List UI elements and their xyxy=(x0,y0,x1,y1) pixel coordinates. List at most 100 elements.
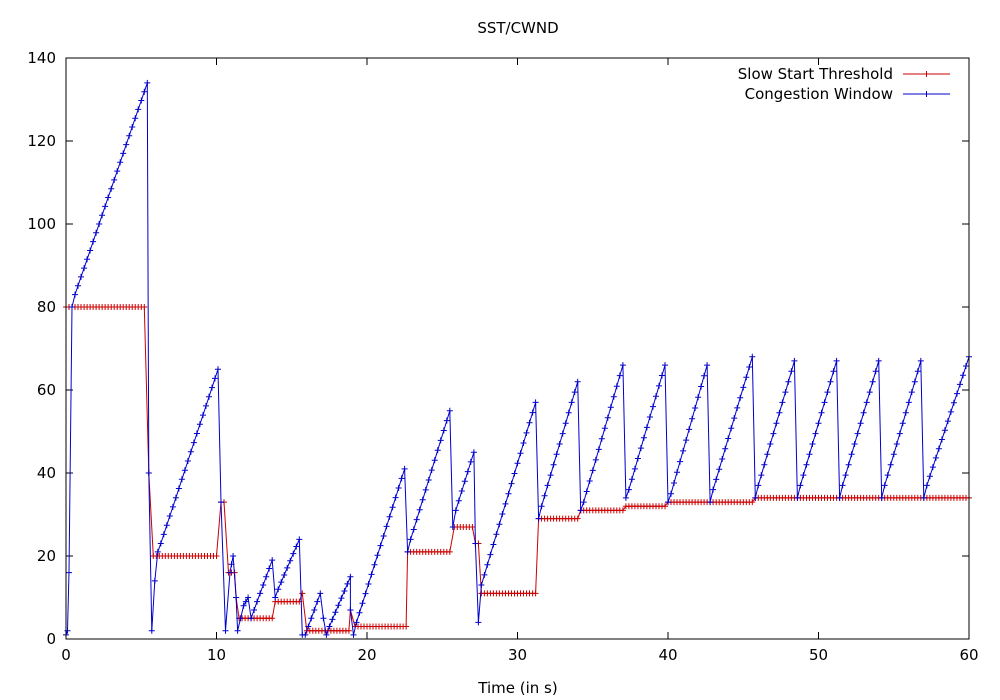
data-point xyxy=(821,399,828,406)
data-point xyxy=(120,150,127,157)
data-point xyxy=(776,409,783,416)
data-point xyxy=(583,488,590,495)
data-point xyxy=(589,467,596,474)
data-point xyxy=(431,457,438,464)
data-point xyxy=(386,513,393,520)
series-layer xyxy=(63,79,972,638)
data-point xyxy=(806,451,813,458)
data-point xyxy=(947,408,954,415)
data-point xyxy=(257,590,264,597)
data-point xyxy=(266,565,273,572)
data-point xyxy=(656,382,662,389)
data-point xyxy=(478,582,485,588)
data-point xyxy=(484,561,491,568)
data-point xyxy=(299,590,306,597)
data-point xyxy=(145,470,152,476)
data-point xyxy=(403,623,410,630)
data-point xyxy=(689,415,696,422)
y-tick-label: 40 xyxy=(37,464,56,482)
data-point xyxy=(631,465,638,472)
data-point xyxy=(317,590,324,597)
data-point xyxy=(144,79,151,86)
data-point xyxy=(734,404,741,411)
data-point xyxy=(842,472,849,479)
data-point xyxy=(535,515,542,522)
x-tick-label: 60 xyxy=(959,646,978,664)
data-point xyxy=(215,366,221,373)
data-point xyxy=(824,389,831,396)
data-point xyxy=(157,540,164,547)
data-point xyxy=(227,569,233,576)
data-point xyxy=(169,503,176,510)
data-point xyxy=(493,531,500,538)
data-point xyxy=(200,412,206,419)
data-point xyxy=(196,421,203,428)
data-point xyxy=(659,372,665,379)
data-point xyxy=(526,419,533,426)
data-point xyxy=(743,374,750,381)
data-point xyxy=(911,378,918,385)
data-point xyxy=(213,553,220,559)
data-point xyxy=(938,436,945,443)
data-point xyxy=(181,467,188,474)
data-point xyxy=(452,507,459,514)
data-point xyxy=(815,420,822,427)
data-point xyxy=(640,434,647,441)
data-point xyxy=(963,363,969,369)
data-point xyxy=(377,542,384,549)
data-point xyxy=(345,627,352,634)
data-point xyxy=(671,480,677,486)
data-point xyxy=(854,430,861,437)
data-point xyxy=(443,417,450,424)
data-point xyxy=(520,440,527,446)
data-point xyxy=(359,600,366,607)
data-point xyxy=(698,383,705,390)
data-point xyxy=(380,533,387,539)
data-point xyxy=(508,480,515,487)
data-point xyxy=(407,536,414,543)
data-point xyxy=(556,441,563,447)
data-point xyxy=(683,437,690,444)
data-point xyxy=(710,486,717,493)
data-point xyxy=(532,399,539,406)
data-point xyxy=(586,478,593,484)
data-point xyxy=(890,451,897,458)
data-point xyxy=(662,362,668,369)
data-point xyxy=(607,404,614,411)
data-point xyxy=(481,571,488,578)
data-point xyxy=(440,427,447,434)
data-point xyxy=(425,477,432,483)
y-tick-label: 120 xyxy=(27,132,56,150)
data-point xyxy=(954,390,960,397)
data-point xyxy=(905,399,912,406)
data-point xyxy=(275,586,282,593)
data-point xyxy=(401,465,408,472)
data-point xyxy=(290,550,297,557)
data-point xyxy=(141,88,148,95)
data-point xyxy=(389,504,396,511)
data-point xyxy=(929,464,936,471)
data-point xyxy=(701,372,708,379)
data-point xyxy=(434,447,441,454)
data-point xyxy=(869,378,876,385)
data-point xyxy=(416,506,423,513)
data-point xyxy=(740,384,747,391)
data-point xyxy=(66,569,72,576)
x-tick-label: 30 xyxy=(508,646,527,664)
data-point xyxy=(803,461,810,468)
data-point xyxy=(788,368,795,375)
y-tick-label: 80 xyxy=(37,298,56,316)
data-point xyxy=(923,482,930,489)
data-point xyxy=(203,402,209,409)
y-tick-label: 20 xyxy=(37,547,56,565)
data-point xyxy=(794,494,801,501)
data-point xyxy=(731,415,738,422)
data-point xyxy=(470,449,477,456)
data-point xyxy=(770,430,777,437)
data-point xyxy=(827,378,834,385)
data-point xyxy=(926,473,933,480)
data-point xyxy=(69,304,75,310)
data-point xyxy=(496,521,503,528)
data-point xyxy=(335,602,342,609)
